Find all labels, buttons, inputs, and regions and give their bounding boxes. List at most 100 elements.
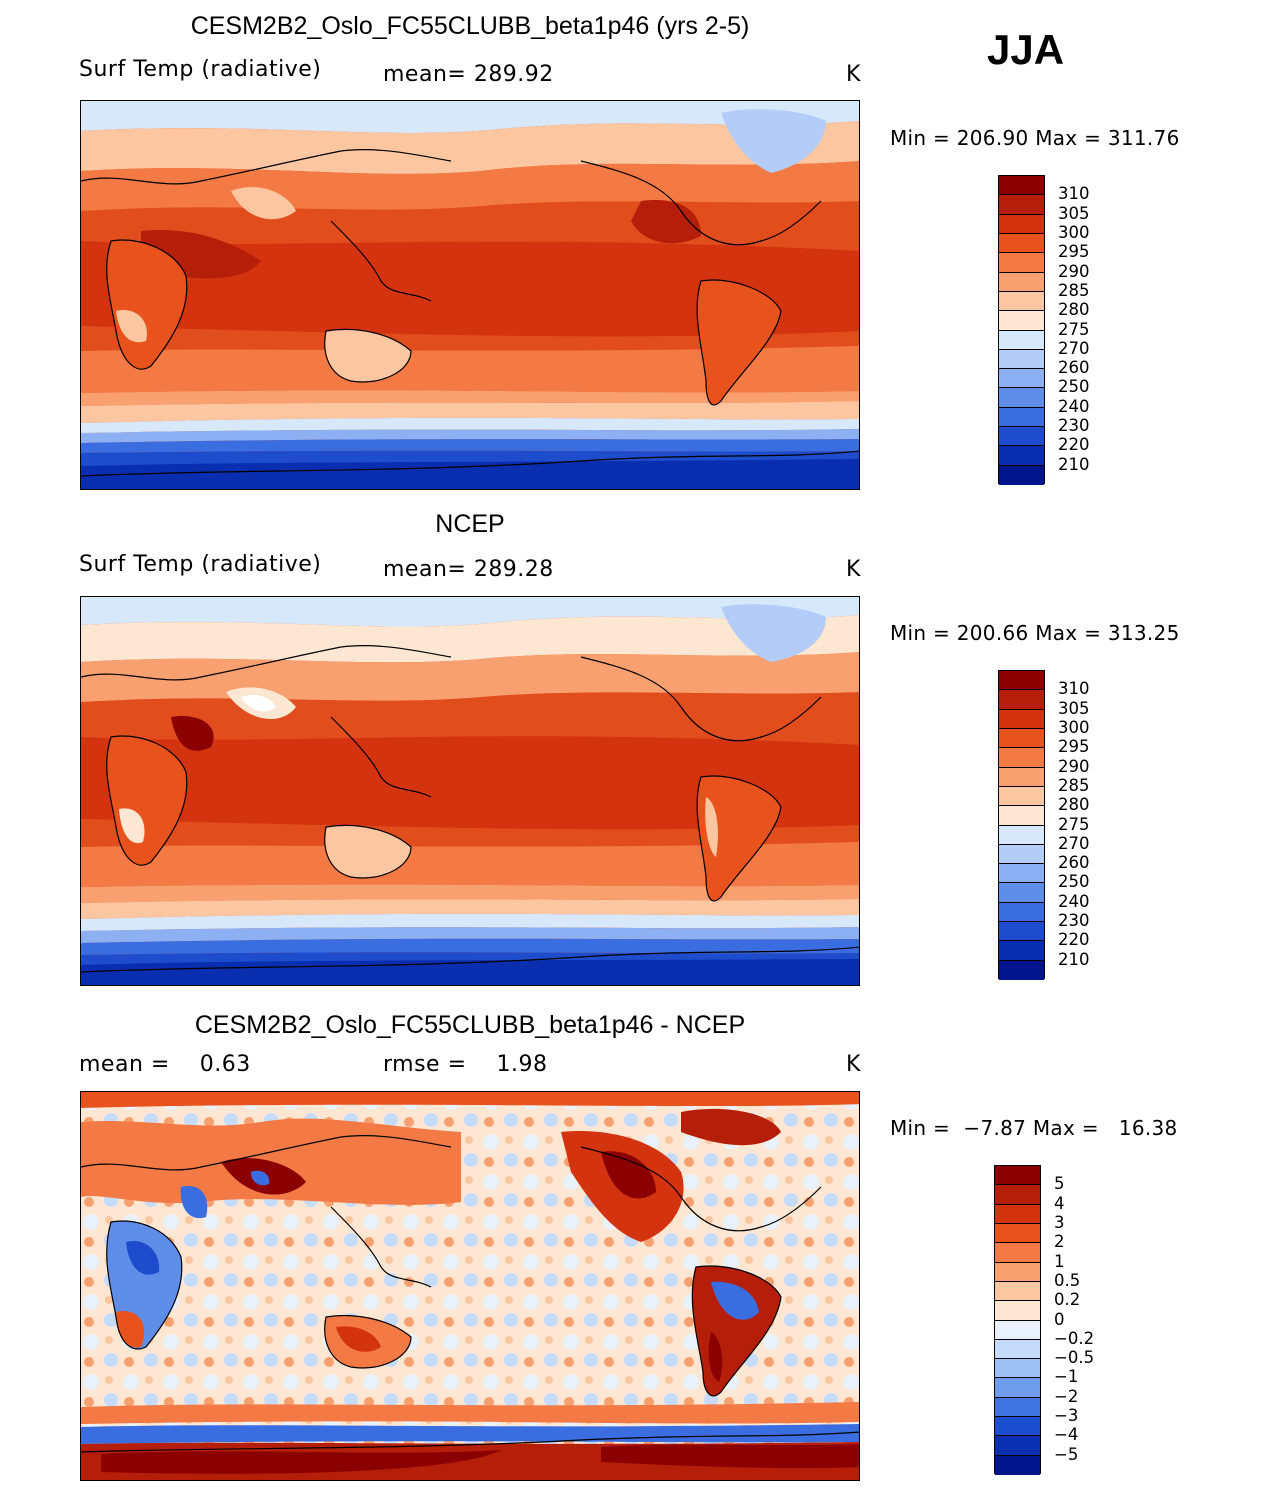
colorbar-tick-label: 275 xyxy=(1058,319,1090,339)
colorbar-tick-label: 240 xyxy=(1058,891,1090,911)
colorbar-tick-label: 270 xyxy=(1058,833,1090,853)
colorbar-tick-label: 250 xyxy=(1058,377,1090,397)
panel-model-variable: Surf Temp (radiative) xyxy=(79,57,322,82)
colorbar-tick-label: −3 xyxy=(1054,1406,1079,1426)
panel-obs-title: NCEP xyxy=(435,510,505,538)
panel-model-title: CESM2B2_Oslo_FC55CLUBB_beta1p46 (yrs 2-5… xyxy=(190,12,750,40)
colorbar-cell xyxy=(999,311,1044,331)
colorbar-cell xyxy=(995,1339,1040,1360)
colorbar-cell xyxy=(999,767,1044,787)
colorbar-tick-label: −0.5 xyxy=(1054,1348,1095,1368)
colorbar-cell xyxy=(999,941,1044,961)
colorbar-cell xyxy=(995,1262,1040,1282)
colorbar-cell xyxy=(999,446,1044,466)
colorbar-tick-label: 295 xyxy=(1058,737,1090,757)
colorbar-cell xyxy=(999,214,1044,234)
colorbar-cell xyxy=(999,690,1044,710)
colorbar-tick-label: 5 xyxy=(1054,1174,1065,1194)
panel-model-minmax: Min = 206.90 Max = 311.76 xyxy=(890,126,1180,150)
colorbar-tick-label: 0.2 xyxy=(1054,1290,1081,1310)
colorbar-cell xyxy=(999,369,1044,389)
colorbar-cell xyxy=(999,806,1044,826)
colorbar-cell xyxy=(995,1185,1040,1205)
colorbar-tick-label: 310 xyxy=(1058,679,1090,699)
colorbar-tick-label: 290 xyxy=(1058,261,1090,281)
colorbar-cell xyxy=(995,1301,1040,1321)
colorbar-cell xyxy=(999,465,1044,485)
colorbar-tick-label: 220 xyxy=(1058,435,1090,455)
colorbar-cell xyxy=(999,233,1044,254)
colorbar-tick-label: 240 xyxy=(1058,396,1090,416)
panel-obs-colorbar xyxy=(998,670,1045,980)
panel-model-colorbar xyxy=(998,175,1045,485)
panel-diff-title: CESM2B2_Oslo_FC55CLUBB_beta1p46 - NCEP xyxy=(194,1011,746,1039)
colorbar-cell xyxy=(995,1417,1040,1437)
colorbar-tick-label: −5 xyxy=(1054,1444,1079,1464)
colorbar-tick-label: 290 xyxy=(1058,756,1090,776)
colorbar-cell xyxy=(995,1359,1040,1379)
colorbar-cell xyxy=(999,388,1044,408)
colorbar-tick-label: 280 xyxy=(1058,795,1090,815)
colorbar-cell xyxy=(999,902,1044,923)
colorbar-cell xyxy=(999,176,1044,196)
panel-diff-colorbar xyxy=(994,1165,1041,1475)
colorbar-tick-label: 305 xyxy=(1058,698,1090,718)
colorbar-cell xyxy=(995,1455,1040,1475)
colorbar-tick-label: 260 xyxy=(1058,853,1090,873)
colorbar-cell xyxy=(999,671,1044,691)
colorbar-tick-label: 285 xyxy=(1058,280,1090,300)
colorbar-tick-label: 275 xyxy=(1058,814,1090,834)
colorbar-cell xyxy=(999,786,1044,807)
panel-obs-map xyxy=(80,596,860,986)
panel-diff-mean: mean = 0.63 xyxy=(79,1052,251,1077)
colorbar-tick-label: 230 xyxy=(1058,416,1090,436)
colorbar-tick-label: 300 xyxy=(1058,717,1090,737)
colorbar-tick-label: 210 xyxy=(1058,949,1090,969)
colorbar-tick-label: 4 xyxy=(1054,1193,1065,1213)
panel-obs-variable: Surf Temp (radiative) xyxy=(79,552,322,577)
colorbar-cell xyxy=(999,272,1044,292)
colorbar-cell xyxy=(995,1204,1040,1224)
colorbar-tick-label: 2 xyxy=(1054,1232,1065,1252)
colorbar-cell xyxy=(999,427,1044,447)
colorbar-cell xyxy=(999,844,1044,865)
colorbar-tick-label: 210 xyxy=(1058,454,1090,474)
colorbar-tick-label: 305 xyxy=(1058,203,1090,223)
colorbar-tick-label: 310 xyxy=(1058,184,1090,204)
colorbar-tick-label: 1 xyxy=(1054,1251,1065,1271)
colorbar-cell xyxy=(999,407,1044,428)
colorbar-cell xyxy=(999,728,1044,749)
colorbar-cell xyxy=(995,1320,1040,1340)
colorbar-tick-label: 220 xyxy=(1058,930,1090,950)
colorbar-tick-label: 250 xyxy=(1058,872,1090,892)
colorbar-tick-label: −2 xyxy=(1054,1386,1079,1406)
panel-obs-mean: mean= 289.28 xyxy=(383,557,554,582)
panel-obs-units: K xyxy=(846,557,861,582)
season-label: JJA xyxy=(987,26,1065,73)
colorbar-tick-label: 230 xyxy=(1058,911,1090,931)
colorbar-cell xyxy=(999,291,1044,312)
colorbar-cell xyxy=(999,748,1044,768)
colorbar-tick-label: 3 xyxy=(1054,1212,1065,1232)
colorbar-tick-label: 285 xyxy=(1058,775,1090,795)
colorbar-cell xyxy=(999,709,1044,729)
panel-diff-minmax: Min = −7.87 Max = 16.38 xyxy=(890,1116,1178,1140)
panel-obs-minmax: Min = 200.66 Max = 313.25 xyxy=(890,621,1180,645)
colorbar-cell xyxy=(999,825,1044,845)
colorbar-cell xyxy=(995,1223,1040,1244)
colorbar-tick-label: 0.5 xyxy=(1054,1270,1081,1290)
panel-model-units: K xyxy=(846,62,861,87)
colorbar-tick-label: −0.2 xyxy=(1054,1328,1095,1348)
colorbar-cell xyxy=(995,1281,1040,1302)
colorbar-tick-label: 280 xyxy=(1058,300,1090,320)
colorbar-tick-label: 295 xyxy=(1058,242,1090,262)
colorbar-cell xyxy=(999,195,1044,215)
colorbar-cell xyxy=(995,1243,1040,1263)
colorbar-cell xyxy=(999,960,1044,980)
colorbar-tick-label: 0 xyxy=(1054,1309,1065,1329)
colorbar-cell xyxy=(995,1166,1040,1186)
colorbar-cell xyxy=(999,330,1044,350)
panel-diff-units: K xyxy=(846,1052,861,1077)
colorbar-tick-label: −4 xyxy=(1054,1425,1079,1445)
colorbar-cell xyxy=(999,922,1044,942)
